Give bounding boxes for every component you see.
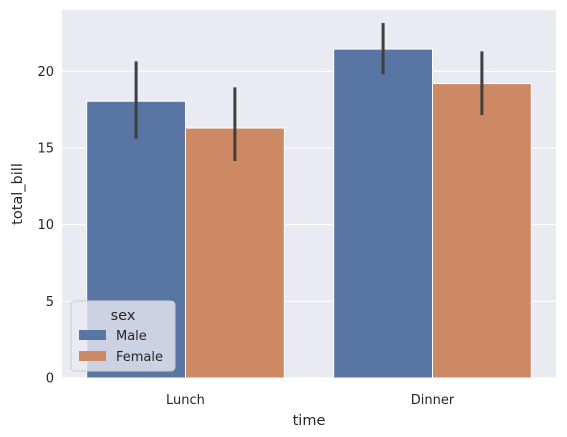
x-tick-label: Dinner xyxy=(411,393,455,408)
bars xyxy=(86,48,532,379)
legend-label-female: Female xyxy=(116,350,163,365)
bar-female-lunch xyxy=(185,127,285,379)
y-axis-ticks: 0 5 10 15 20 xyxy=(37,65,54,387)
y-tick-label: 15 xyxy=(37,142,54,157)
x-axis-label: time xyxy=(293,413,326,429)
x-tick-label: Lunch xyxy=(166,393,205,408)
y-tick-label: 0 xyxy=(46,372,54,387)
legend-title: sex xyxy=(111,308,136,324)
legend: sex Male Female xyxy=(70,300,176,372)
y-axis-label: total_bill xyxy=(10,163,26,225)
legend-swatch-female xyxy=(79,351,106,361)
x-axis-ticks: Lunch Dinner xyxy=(166,393,455,408)
y-tick-label: 20 xyxy=(37,65,54,80)
bar-female-dinner xyxy=(432,83,532,379)
bar-male-dinner xyxy=(333,48,434,379)
y-tick-label: 5 xyxy=(46,295,54,310)
y-tick-label: 10 xyxy=(37,218,54,233)
error-bars xyxy=(134,23,484,162)
legend-swatch-male xyxy=(79,330,106,340)
legend-label-male: Male xyxy=(116,329,147,344)
